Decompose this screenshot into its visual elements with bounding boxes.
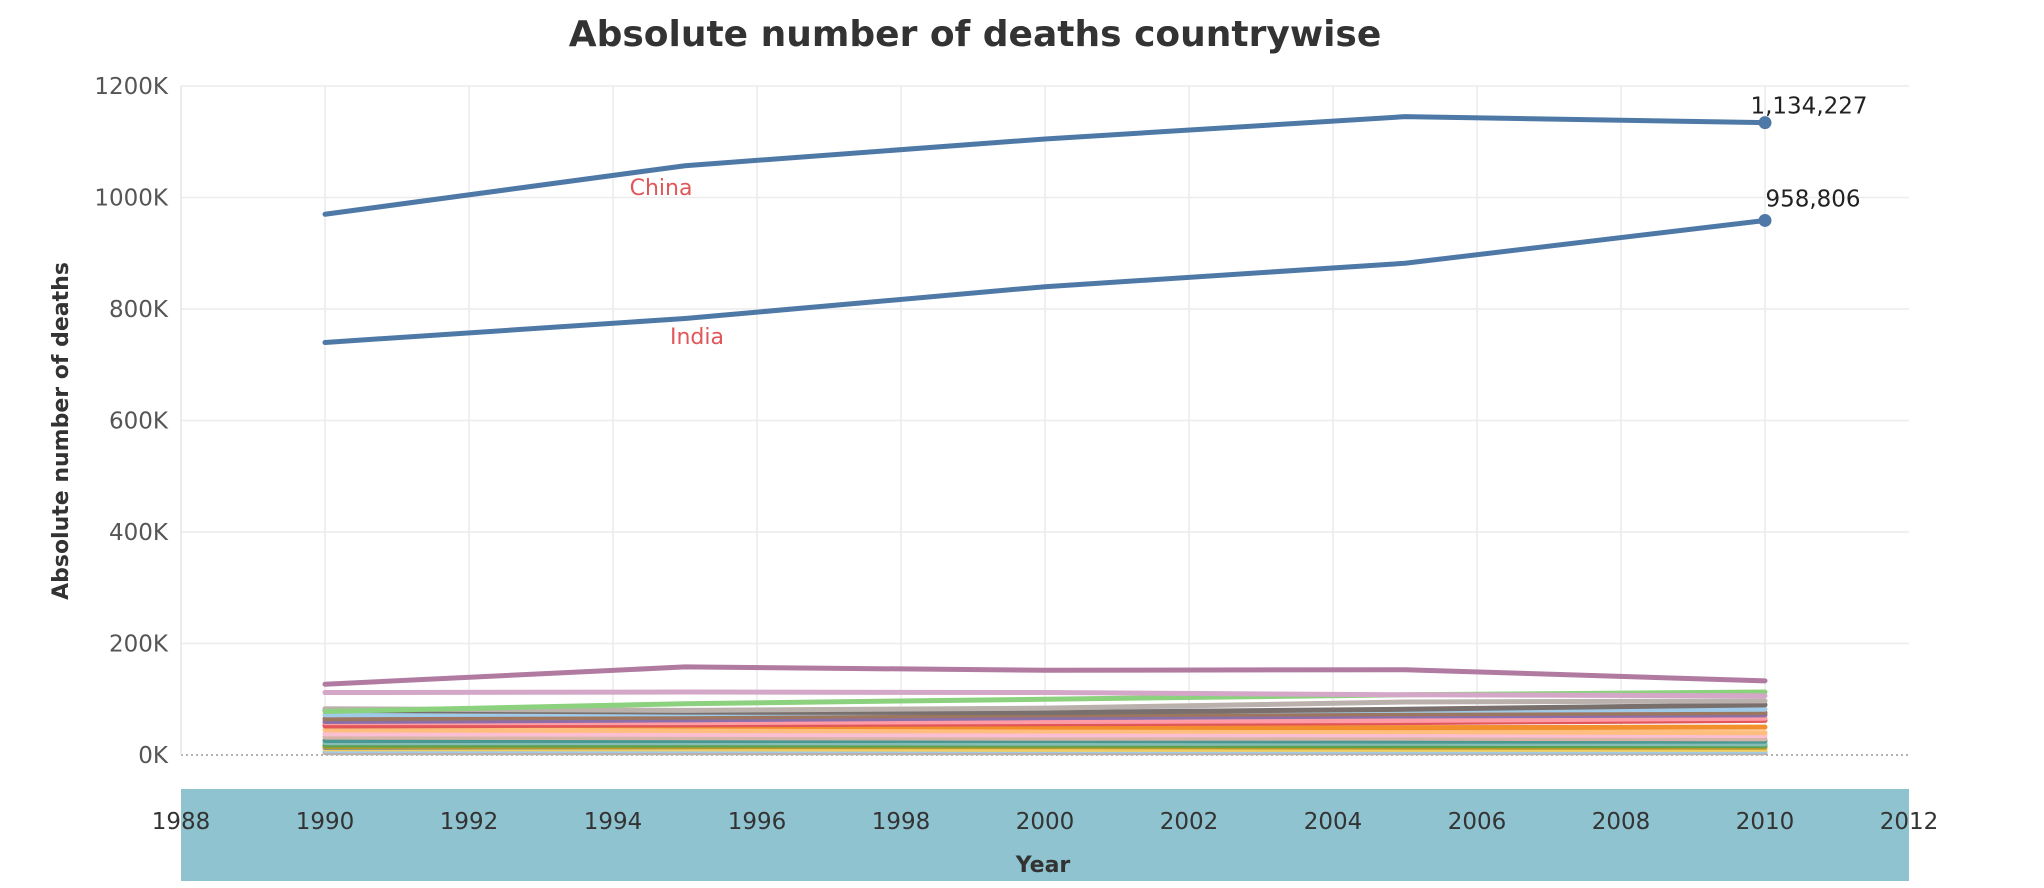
x-axis-band — [181, 789, 1909, 881]
x-tick-label: 1988 — [152, 809, 211, 835]
end-value-label-india: 958,806 — [1765, 186, 1860, 212]
x-tick-label: 2008 — [1592, 809, 1651, 835]
y-tick-label: 1000K — [94, 186, 169, 212]
y-tick-label: 400K — [109, 520, 169, 546]
y-tick-label: 800K — [109, 297, 169, 323]
series-label-china: China — [630, 176, 693, 201]
x-axis-title: Year — [1015, 853, 1071, 878]
x-tick-label: 2004 — [1304, 809, 1363, 835]
y-tick-label: 0K — [138, 743, 169, 769]
series-line — [322, 689, 1768, 699]
end-marker-india — [1758, 213, 1772, 227]
series-line — [322, 731, 1768, 738]
x-tick-label: 1990 — [296, 809, 355, 835]
series-line — [322, 664, 1768, 687]
x-axis-ticks: 1988 1990 1992 1994 1996 1998 2000 2002 2004 2006… — [152, 809, 1939, 835]
x-tick-label: 2002 — [1160, 809, 1219, 835]
y-tick-label: 1200K — [94, 74, 169, 100]
series-lines — [322, 114, 1768, 756]
series-line — [322, 727, 1768, 736]
series-line-india — [322, 217, 1768, 345]
series-line — [322, 734, 1768, 742]
end-marker-china — [1758, 116, 1772, 130]
series-line-china — [322, 114, 1768, 217]
series-labels: 1,134,227 China 958,806 India — [630, 94, 1868, 350]
grid — [180, 85, 1909, 756]
end-value-label-china: 1,134,227 — [1750, 94, 1867, 120]
series-line — [322, 698, 1768, 713]
x-tick-label: 2012 — [1880, 809, 1939, 835]
y-tick-label: 600K — [109, 409, 169, 435]
y-axis-title: Absolute number of deaths — [49, 262, 74, 600]
x-tick-label: 1996 — [728, 809, 787, 835]
x-tick-label: 2006 — [1448, 809, 1507, 835]
x-tick-label: 1994 — [584, 809, 643, 835]
x-tick-label: 1992 — [440, 809, 499, 835]
chart-title: Absolute number of deaths countrywise — [568, 14, 1382, 55]
x-tick-label: 2000 — [1016, 809, 1075, 835]
x-tick-label: 2010 — [1736, 809, 1795, 835]
y-axis-ticks: 0K 200K 400K 600K 800K 1000K 1200K — [94, 74, 169, 769]
x-tick-label: 1998 — [872, 809, 931, 835]
series-label-india: India — [670, 325, 724, 350]
y-tick-label: 200K — [109, 632, 169, 658]
